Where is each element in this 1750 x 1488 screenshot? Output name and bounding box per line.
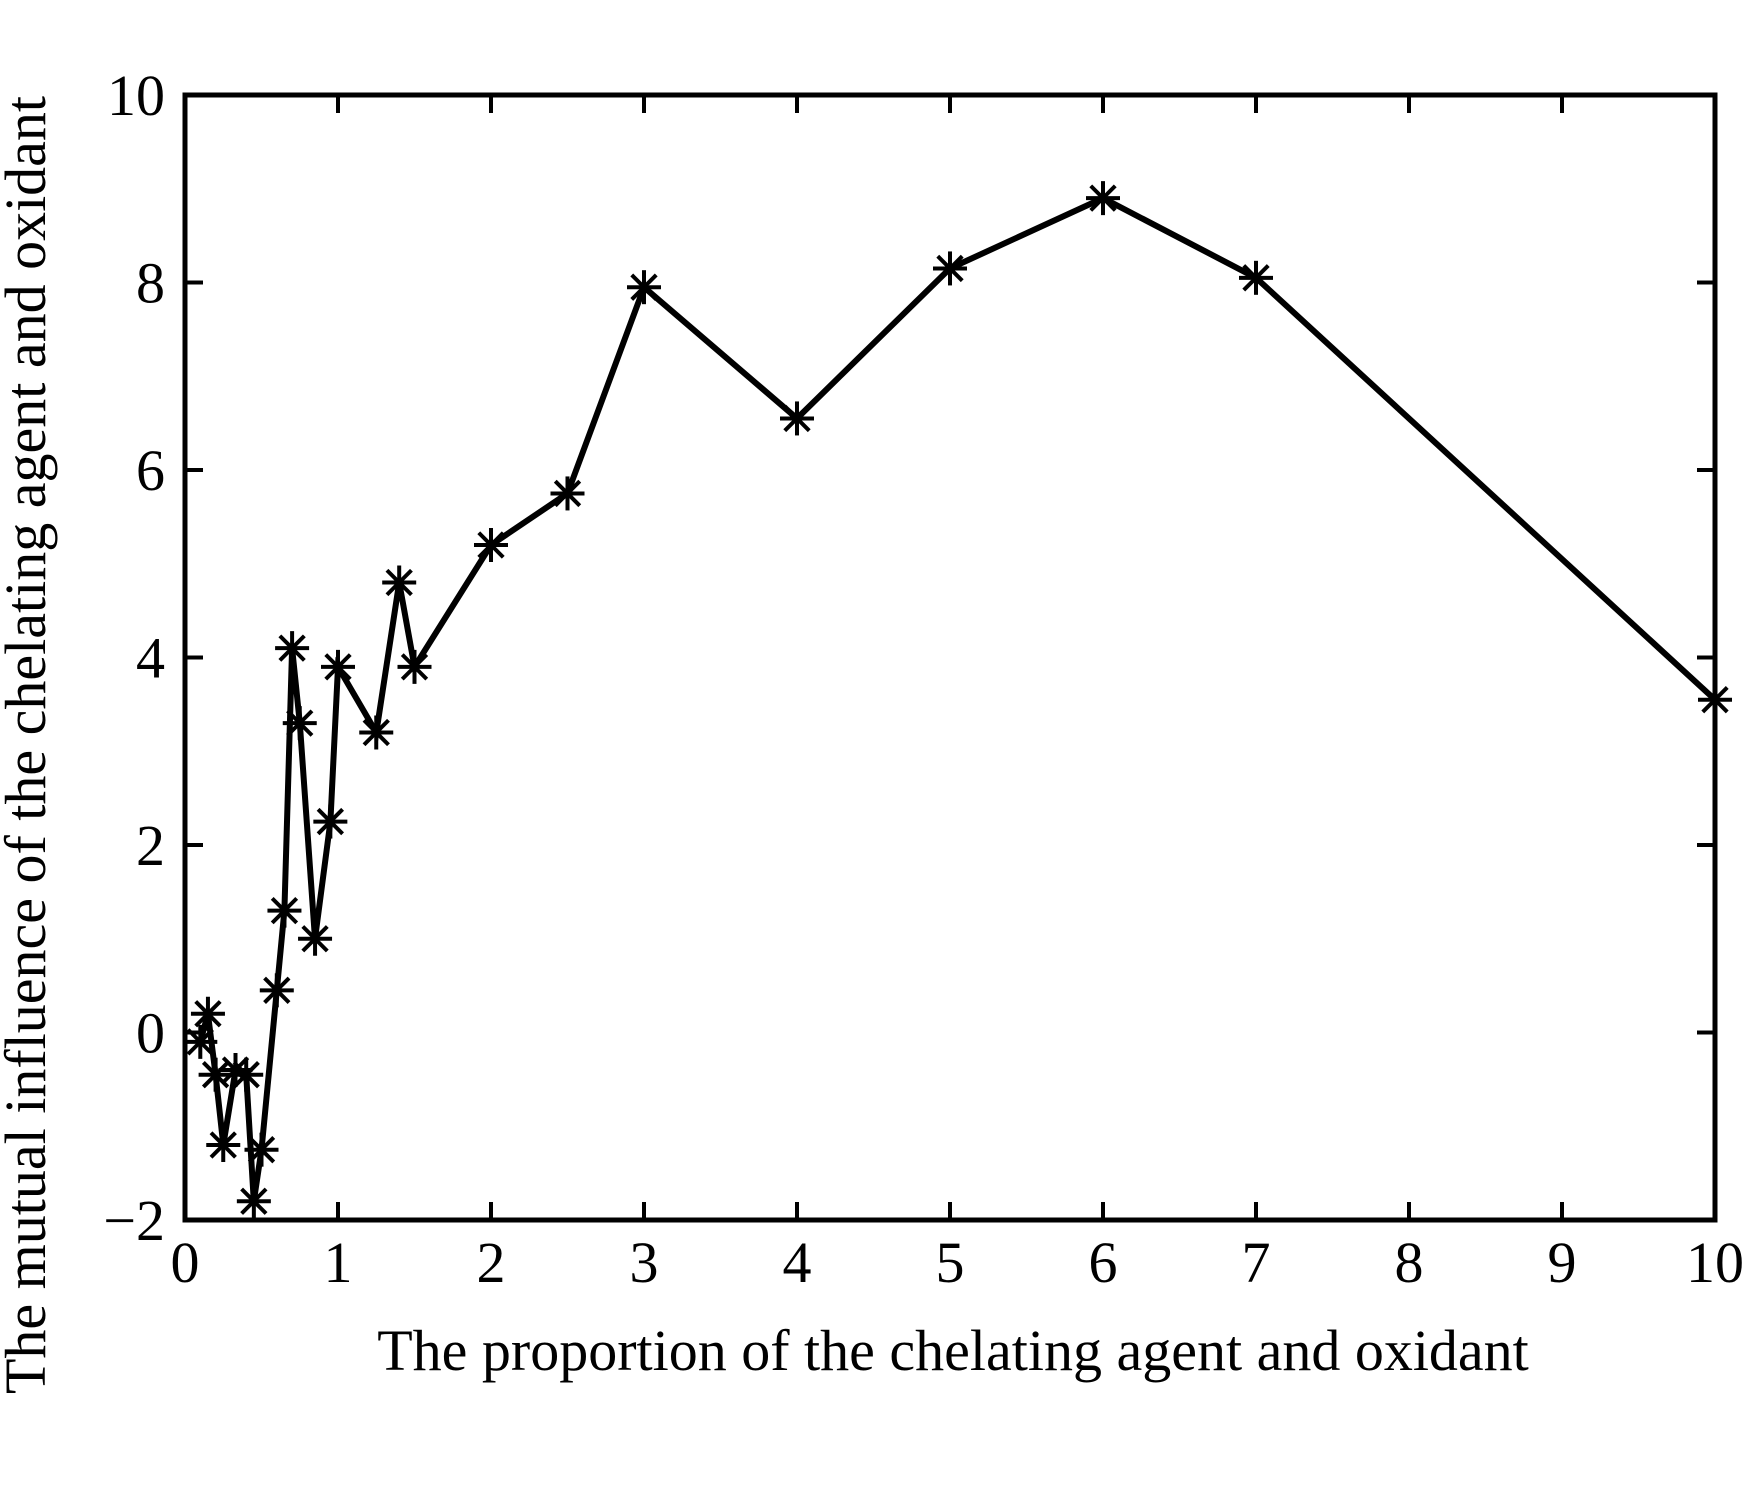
x-axis-label: The proportion of the chelating agent an… <box>377 1318 1529 1383</box>
asterisk-marker <box>933 251 967 286</box>
series-layer <box>183 181 1732 1219</box>
y-tick-label: 6 <box>136 438 165 503</box>
asterisk-marker <box>313 804 348 839</box>
asterisk-marker <box>183 1024 218 1059</box>
marker-stroke <box>240 1187 268 1215</box>
asterisk-marker <box>190 996 225 1031</box>
asterisk-marker <box>206 1128 241 1162</box>
marker-stroke <box>936 254 964 283</box>
asterisk-marker <box>229 1057 264 1092</box>
y-tick-label: 0 <box>136 1001 165 1066</box>
marker-stroke <box>194 1000 222 1028</box>
asterisk-marker <box>259 973 294 1008</box>
marker-stroke <box>286 709 314 737</box>
y-tick-label: −2 <box>103 1188 165 1253</box>
y-tick-label: 10 <box>107 63 165 128</box>
x-tick-label: 2 <box>477 1230 506 1295</box>
asterisk-marker <box>198 1057 233 1092</box>
asterisk-marker <box>1239 260 1273 295</box>
x-tick-label: 0 <box>171 1230 200 1295</box>
x-tick-label: 7 <box>1242 1230 1271 1295</box>
marker-stroke <box>553 479 582 508</box>
marker-stroke <box>263 976 291 1004</box>
asterisk-marker <box>627 270 661 305</box>
x-tick-label: 8 <box>1395 1230 1424 1295</box>
marker-stroke <box>232 1061 260 1089</box>
asterisk-marker <box>474 528 508 562</box>
x-tick-label: 3 <box>630 1230 659 1295</box>
asterisk-marker <box>236 1184 271 1219</box>
asterisk-marker <box>267 893 302 928</box>
asterisk-marker <box>321 649 355 684</box>
x-tick-label: 1 <box>324 1230 353 1295</box>
asterisk-marker <box>780 401 814 436</box>
asterisk-marker <box>359 715 394 750</box>
asterisk-marker <box>1086 181 1120 216</box>
x-tick-label: 5 <box>936 1230 965 1295</box>
asterisk-marker <box>397 649 432 684</box>
marker-stroke <box>247 1136 276 1164</box>
series-line <box>197 194 1718 1202</box>
marker-stroke <box>221 1056 250 1084</box>
asterisk-marker <box>550 476 585 511</box>
marker-stroke <box>201 1061 230 1089</box>
y-tick-label: 8 <box>136 251 165 316</box>
marker-stroke <box>209 1131 237 1159</box>
marker-stroke <box>400 653 429 681</box>
marker-stroke <box>1242 264 1270 292</box>
plot-frame <box>182 92 1718 1223</box>
marker-stroke <box>1089 184 1117 212</box>
asterisk-marker <box>282 706 317 741</box>
x-tick-label: 9 <box>1548 1230 1577 1295</box>
marker-stroke <box>270 896 299 925</box>
marker-stroke <box>362 718 390 747</box>
marker-stroke <box>477 531 505 559</box>
asterisk-marker <box>244 1132 279 1167</box>
marker-stroke <box>783 404 811 433</box>
y-tick-label: 4 <box>136 626 165 691</box>
x-tick-label: 10 <box>1686 1230 1744 1295</box>
asterisk-marker <box>275 631 310 666</box>
marker-stroke <box>630 273 658 301</box>
marker-stroke <box>186 1028 214 1056</box>
y-tick-label: 2 <box>136 813 165 878</box>
marker-stroke <box>324 653 352 681</box>
asterisk-marker <box>298 921 333 956</box>
asterisk-marker <box>382 565 417 600</box>
marker-stroke <box>301 925 329 953</box>
x-tick-label: 6 <box>1089 1230 1118 1295</box>
marker-stroke <box>385 568 413 597</box>
x-tick-label: 4 <box>783 1230 812 1295</box>
y-axis-label: The mutual influence of the chelating ag… <box>0 96 58 1394</box>
marker-stroke <box>316 807 345 836</box>
marker-stroke <box>278 634 306 662</box>
